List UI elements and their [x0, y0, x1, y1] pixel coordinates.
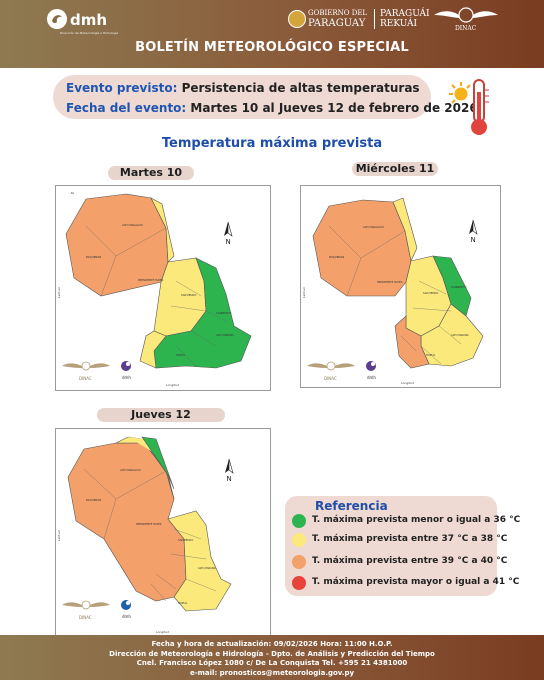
- north-label: N: [227, 475, 232, 483]
- svg-text:BOQUERÓN: BOQUERÓN: [329, 254, 344, 259]
- svg-text:Latitud: Latitud: [57, 287, 61, 298]
- footer-email[interactable]: e-mail: pronosticos@meteorologia.gov.py: [189, 668, 355, 677]
- north-arrow-icon: N: [469, 219, 478, 244]
- event-forecast-line: Evento previsto: Persistencia de altas t…: [66, 81, 420, 95]
- bulletin-title: BOLETÍN METEOROLÓGICO ESPECIAL: [135, 40, 409, 55]
- legend-dot-icon: [292, 533, 306, 547]
- dmh-watermark-label: dmh: [122, 375, 131, 380]
- dmh-logo-text: dmh: [70, 11, 108, 29]
- legend-item-text: T. máxima prevista entre 37 °C a 38 °C: [312, 534, 508, 544]
- svg-text:ALTO PARANÁ: ALTO PARANÁ: [451, 332, 469, 337]
- svg-text:ALTO PARANÁ: ALTO PARANÁ: [216, 332, 234, 337]
- section-title: Temperatura máxima prevista: [161, 136, 383, 151]
- north-arrow-icon: N: [225, 458, 234, 483]
- footer-department: Dirección de Meteorología e Hidrología -…: [109, 649, 435, 658]
- svg-text:PRESIDENTE HAYES: PRESIDENTE HAYES: [377, 280, 403, 284]
- dmh-watermark-icon: dmh: [121, 600, 131, 619]
- dmh-logo-icon: [47, 9, 67, 29]
- svg-text:BOQUERÓN: BOQUERÓN: [86, 254, 101, 259]
- map-jueves-svg: ALTO PARAGUAY BOQUERÓN PRESIDENTE HAYES SA…: [57, 436, 234, 634]
- svg-text:SAN PEDRO: SAN PEDRO: [423, 291, 438, 295]
- svg-text:ALTO PARAGUAY: ALTO PARAGUAY: [120, 468, 141, 472]
- svg-text:Latitud: Latitud: [302, 287, 306, 298]
- map-miercoles-svg: ALTO PARAGUAY BOQUERÓN PRESIDENTE HAYES SA…: [302, 197, 484, 385]
- legend-dot-icon: [292, 514, 306, 528]
- map-miercoles: ALTO PARAGUAY BOQUERÓN PRESIDENTE HAYES SA…: [300, 185, 501, 388]
- svg-text:-60: -60: [70, 191, 74, 195]
- day-label-jueves: Jueves 12: [97, 408, 225, 422]
- legend-item-text: T. máxima prevista entre 39 °C a 40 °C: [312, 556, 508, 566]
- north-label: N: [226, 238, 231, 246]
- day-label-miercoles: Miércoles 11: [352, 162, 438, 176]
- dinac-wings-icon: [434, 7, 498, 23]
- svg-text:BOQUERÓN: BOQUERÓN: [86, 497, 101, 502]
- svg-text:PRESIDENTE HAYES: PRESIDENTE HAYES: [138, 278, 164, 282]
- government-seal-icon: [288, 10, 306, 28]
- event-label: Evento previsto:: [66, 81, 178, 95]
- event-info-box: [53, 75, 431, 119]
- sun-thermometer-icon: [449, 79, 489, 135]
- svg-text:ALTO PARANÁ: ALTO PARANÁ: [198, 565, 216, 570]
- dmh-watermark-icon: dmh: [366, 361, 376, 380]
- svg-text:ITAPÚA: ITAPÚA: [176, 352, 185, 357]
- north-arrow-icon: N: [224, 221, 233, 246]
- north-label: N: [471, 236, 476, 244]
- event-value: Persistencia de altas temperaturas: [181, 81, 420, 95]
- legend-item-text: T. máxima prevista mayor o igual a 41 °C: [312, 577, 520, 587]
- header-banner: [0, 0, 544, 68]
- svg-text:CANINDEYÚ: CANINDEYÚ: [451, 284, 466, 289]
- event-date-value: Martes 10 al Jueves 12 de febrero de 202…: [190, 101, 483, 115]
- gov-line-1: GOBIERNO DEL: [308, 9, 368, 17]
- dmh-watermark-label: dmh: [367, 375, 376, 380]
- gov-line-2: PARAGUAY: [308, 18, 366, 29]
- event-date-label: Fecha del evento:: [66, 101, 187, 115]
- dinac-label: DINAC: [455, 25, 477, 32]
- svg-text:Longitud: Longitud: [401, 381, 414, 385]
- footer-address: Cnel. Francisco López 1080 c/ De La Conq…: [136, 659, 408, 667]
- svg-text:ALTO PARAGUAY: ALTO PARAGUAY: [363, 225, 384, 229]
- map-martes: ALTO PARAGUAY BOQUERÓN PRESIDENTE HAYES SA…: [55, 185, 271, 391]
- dinac-watermark-icon: DINAC: [307, 361, 355, 381]
- svg-text:Longitud: Longitud: [166, 383, 179, 387]
- svg-text:SAN PEDRO: SAN PEDRO: [178, 538, 193, 542]
- dmh-watermark-label: dmh: [122, 614, 131, 619]
- legend-dot-icon: [292, 555, 306, 569]
- svg-text:ALTO PARAGUAY: ALTO PARAGUAY: [122, 223, 143, 227]
- dmh-watermark-icon: dmh: [121, 361, 131, 380]
- legend-dot-icon: [292, 576, 306, 590]
- dmh-logo-subtitle: Dirección de Meteorología e Hidrología: [60, 31, 119, 35]
- gov-line-3: PARAGUÁI: [380, 9, 430, 19]
- footer: Fecha y hora de actualización: 09/02/202…: [0, 635, 544, 680]
- svg-text:ITAPÚA: ITAPÚA: [178, 600, 187, 605]
- map-martes-svg: ALTO PARAGUAY BOQUERÓN PRESIDENTE HAYES SA…: [57, 191, 252, 387]
- svg-text:CANINDEYÚ: CANINDEYÚ: [216, 310, 231, 315]
- legend-title: Referencia: [315, 499, 388, 513]
- dinac-watermark-label: DINAC: [79, 615, 92, 620]
- dinac-watermark-label: DINAC: [324, 376, 337, 381]
- svg-text:SAN PEDRO: SAN PEDRO: [181, 293, 196, 297]
- svg-text:PRESIDENTE HAYES: PRESIDENTE HAYES: [136, 522, 162, 526]
- gov-separator: [374, 9, 375, 29]
- legend-item-text: T. máxima prevista menor o igual a 36 °C: [312, 515, 521, 525]
- map-jueves: ALTO PARAGUAY BOQUERÓN PRESIDENTE HAYES SA…: [55, 428, 271, 637]
- dinac-watermark-icon: DINAC: [62, 361, 110, 381]
- svg-text:Latitud: Latitud: [57, 530, 61, 541]
- svg-text:ITAPÚA: ITAPÚA: [426, 352, 435, 357]
- dinac-watermark-label: DINAC: [79, 376, 92, 381]
- gov-line-4: REKUÁI: [380, 19, 418, 29]
- footer-update-time: Fecha y hora de actualización: 09/02/202…: [151, 640, 393, 648]
- legend-box: [285, 496, 497, 596]
- dinac-watermark-icon: DINAC: [62, 600, 110, 620]
- day-label-martes: Martes 10: [108, 166, 194, 180]
- event-date-line: Fecha del evento: Martes 10 al Jueves 12…: [66, 101, 482, 115]
- svg-text:Longitud: Longitud: [156, 630, 169, 634]
